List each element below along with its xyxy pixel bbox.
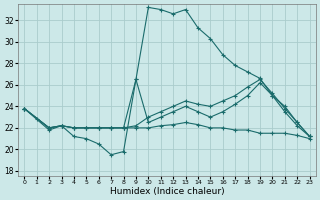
X-axis label: Humidex (Indice chaleur): Humidex (Indice chaleur)	[110, 187, 224, 196]
